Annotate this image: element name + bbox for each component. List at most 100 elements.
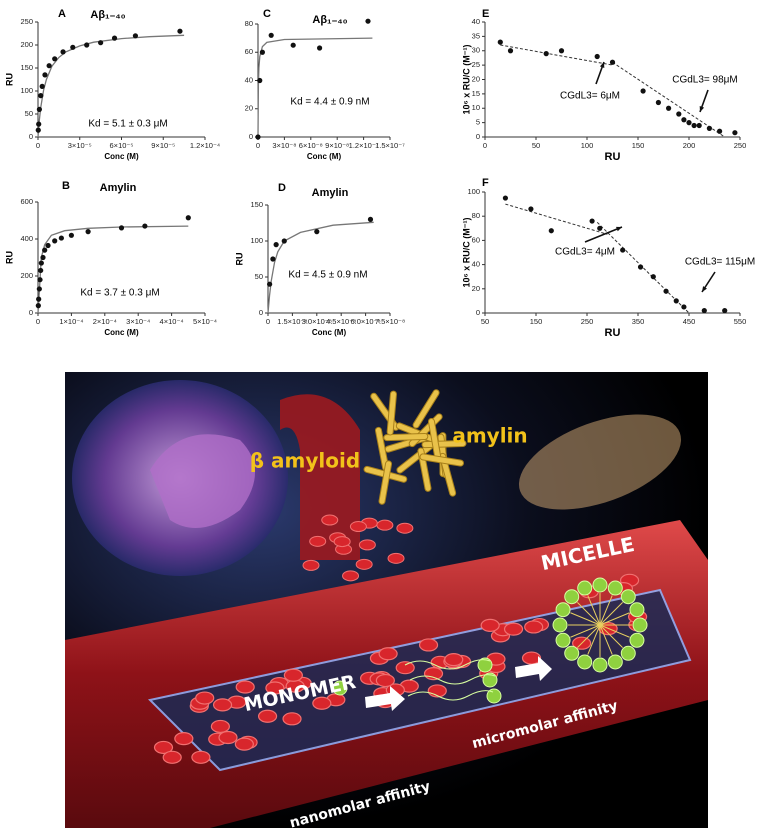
blood-cell <box>210 719 230 734</box>
y-tick-label: 10 <box>472 103 480 112</box>
data-point <box>597 225 603 231</box>
data-point <box>46 63 52 69</box>
micelle-head <box>607 580 623 596</box>
blood-cell <box>321 514 339 526</box>
data-point <box>38 93 44 99</box>
x-tick-label: 50 <box>481 317 489 326</box>
y-tick-label: 40 <box>472 17 480 26</box>
y-tick-label: 60 <box>245 47 253 56</box>
blood-cell <box>375 673 395 688</box>
micelle-head <box>592 657 608 673</box>
fibril <box>378 460 393 505</box>
chart-title: Aβ₁₋₄₀ <box>312 14 347 26</box>
fibril <box>383 432 429 442</box>
data-point <box>686 120 692 126</box>
blood-cell <box>234 737 254 751</box>
micelle-tail <box>599 612 630 626</box>
data-point <box>38 267 44 274</box>
arrow-head <box>702 286 707 292</box>
blood-cell <box>302 559 320 571</box>
arrow-head <box>616 226 622 232</box>
x-tick-label: 550 <box>734 317 747 326</box>
data-point <box>142 223 148 229</box>
data-point <box>609 59 616 65</box>
data-point <box>98 40 104 46</box>
panel-letter: A <box>58 8 66 20</box>
micelle-tail <box>570 624 601 638</box>
data-point <box>42 247 48 253</box>
blood-cell <box>282 712 302 726</box>
panel-letter: F <box>482 177 489 189</box>
x-axis-label: Conc (M) <box>104 152 139 161</box>
y-axis-label: 10⁶ x RU/C (M⁻¹) <box>461 218 471 288</box>
blood-cell <box>480 618 500 632</box>
x-tick-label: 450 <box>683 317 696 326</box>
data-point <box>691 122 697 129</box>
data-point <box>35 127 41 133</box>
y-tick-label: 400 <box>20 234 33 243</box>
blood-cell <box>444 653 464 667</box>
monomer-tail <box>407 690 494 701</box>
data-point <box>594 53 600 60</box>
monomer <box>477 657 493 673</box>
data-point <box>673 298 679 304</box>
blood-cell <box>358 539 376 551</box>
annotation: CGdL3= 6μM <box>560 91 620 102</box>
data-point <box>52 238 58 244</box>
y-tick-label: 0 <box>259 308 263 317</box>
data-point <box>58 235 64 241</box>
micelle-head <box>629 602 645 618</box>
micelle-tail <box>587 624 601 655</box>
y-tick-label: 250 <box>20 17 33 26</box>
x-axis-label: RU <box>605 151 621 163</box>
x-tick-label: 1.2×10⁻⁷ <box>349 141 379 150</box>
data-point <box>37 277 43 283</box>
blood-cell <box>418 638 439 652</box>
micelle-head <box>629 632 645 648</box>
x-tick-label: 150 <box>632 141 645 150</box>
y-tick-label: 80 <box>472 211 480 220</box>
data-point <box>84 42 90 48</box>
data-point <box>696 122 702 129</box>
fit-line <box>37 225 189 314</box>
x-tick-label: 3×10⁻⁵ <box>68 141 92 150</box>
data-point <box>35 303 41 309</box>
data-point <box>118 225 125 231</box>
blood-cell <box>395 661 415 675</box>
x-tick-label: 3×10⁻⁸ <box>272 141 296 150</box>
data-point <box>640 88 646 94</box>
data-point <box>706 125 713 131</box>
micelle-head <box>577 654 593 670</box>
x-axis-label: Conc (M) <box>312 328 347 337</box>
data-point <box>717 128 723 134</box>
blood-cell <box>349 521 367 533</box>
data-point <box>270 256 276 262</box>
data-point <box>85 229 91 235</box>
blood-cell <box>265 681 285 695</box>
annotation: CGdL3= 98μM <box>672 75 738 86</box>
chart-title: Aβ₁₋₄₀ <box>90 9 125 21</box>
y-tick-label: 20 <box>245 104 253 113</box>
blood-cell <box>342 570 360 582</box>
data-point <box>620 247 626 253</box>
y-tick-label: 600 <box>20 197 33 206</box>
x-tick-label: 100 <box>581 141 594 150</box>
amylin-fibrils <box>363 389 467 505</box>
data-point <box>273 242 279 248</box>
y-tick-label: 0 <box>476 308 480 317</box>
data-point <box>36 286 42 292</box>
arrow <box>515 656 552 681</box>
label-beta-amyloid: β amyloid <box>250 449 360 473</box>
micelle-tail <box>577 624 601 648</box>
micelle-head <box>620 589 636 605</box>
micelle-tail <box>599 624 613 655</box>
blood-cell <box>378 647 398 661</box>
x-tick-label: 6.0×10⁻⁸ <box>350 317 380 326</box>
fit-line <box>612 61 725 138</box>
blood-cell <box>503 622 524 636</box>
y-tick-label: 0 <box>29 132 33 141</box>
y-tick-label: 15 <box>472 89 480 98</box>
y-tick-label: 30 <box>472 46 480 55</box>
micelle-tail <box>587 595 601 626</box>
y-tick-label: 25 <box>472 60 480 69</box>
